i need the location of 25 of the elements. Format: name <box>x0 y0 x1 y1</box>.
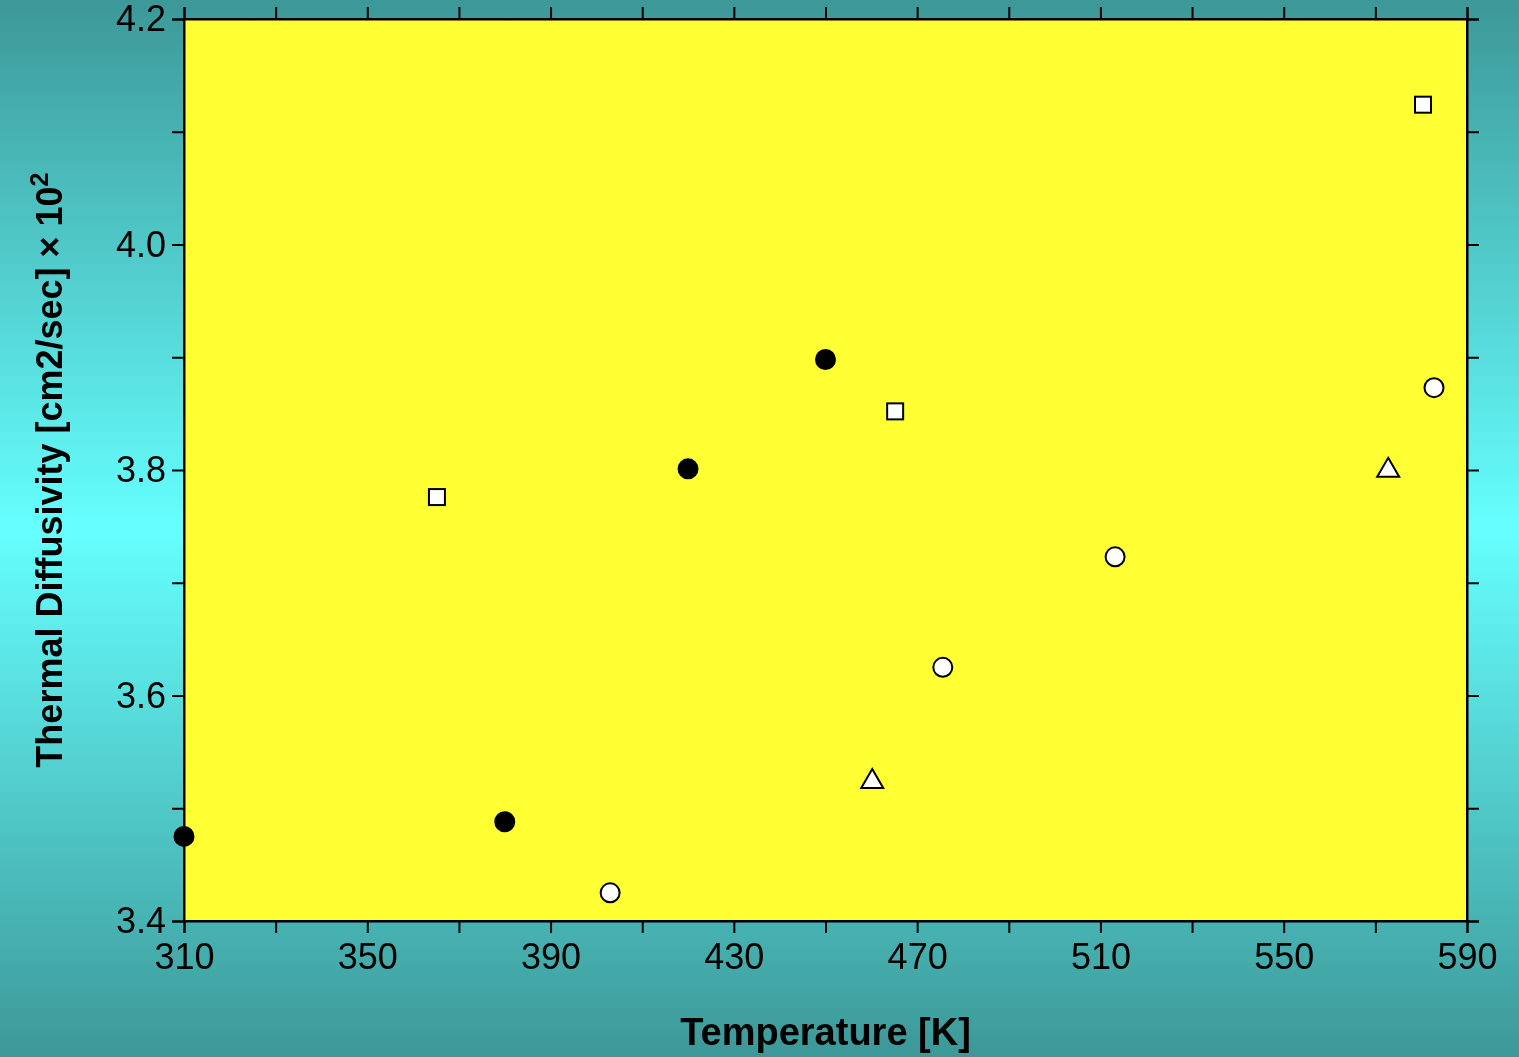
point <box>173 825 195 847</box>
point <box>599 882 621 904</box>
x-tick-label: 390 <box>521 935 582 977</box>
y-tick-label: 3.8 <box>115 449 166 491</box>
point <box>494 811 516 833</box>
point <box>427 488 446 507</box>
x-tick-label: 590 <box>1437 935 1498 977</box>
x-tick-label: 430 <box>704 935 765 977</box>
point <box>677 458 699 480</box>
point <box>1376 456 1401 478</box>
point <box>1104 546 1126 568</box>
y-tick-label: 4.0 <box>115 223 166 265</box>
y-tick-label: 4.2 <box>115 0 166 40</box>
point <box>932 656 954 678</box>
x-tick-label: 470 <box>887 935 948 977</box>
point <box>860 768 885 790</box>
x-tick-label: 350 <box>337 935 398 977</box>
point <box>1423 377 1445 399</box>
point <box>886 402 905 421</box>
x-tick-label: 510 <box>1070 935 1131 977</box>
point <box>1414 95 1433 114</box>
x-tick-label: 550 <box>1254 935 1315 977</box>
x-axis-title: Temperature [K] <box>680 1011 971 1053</box>
point <box>815 349 836 371</box>
y-tick-label: 3.6 <box>115 674 166 716</box>
